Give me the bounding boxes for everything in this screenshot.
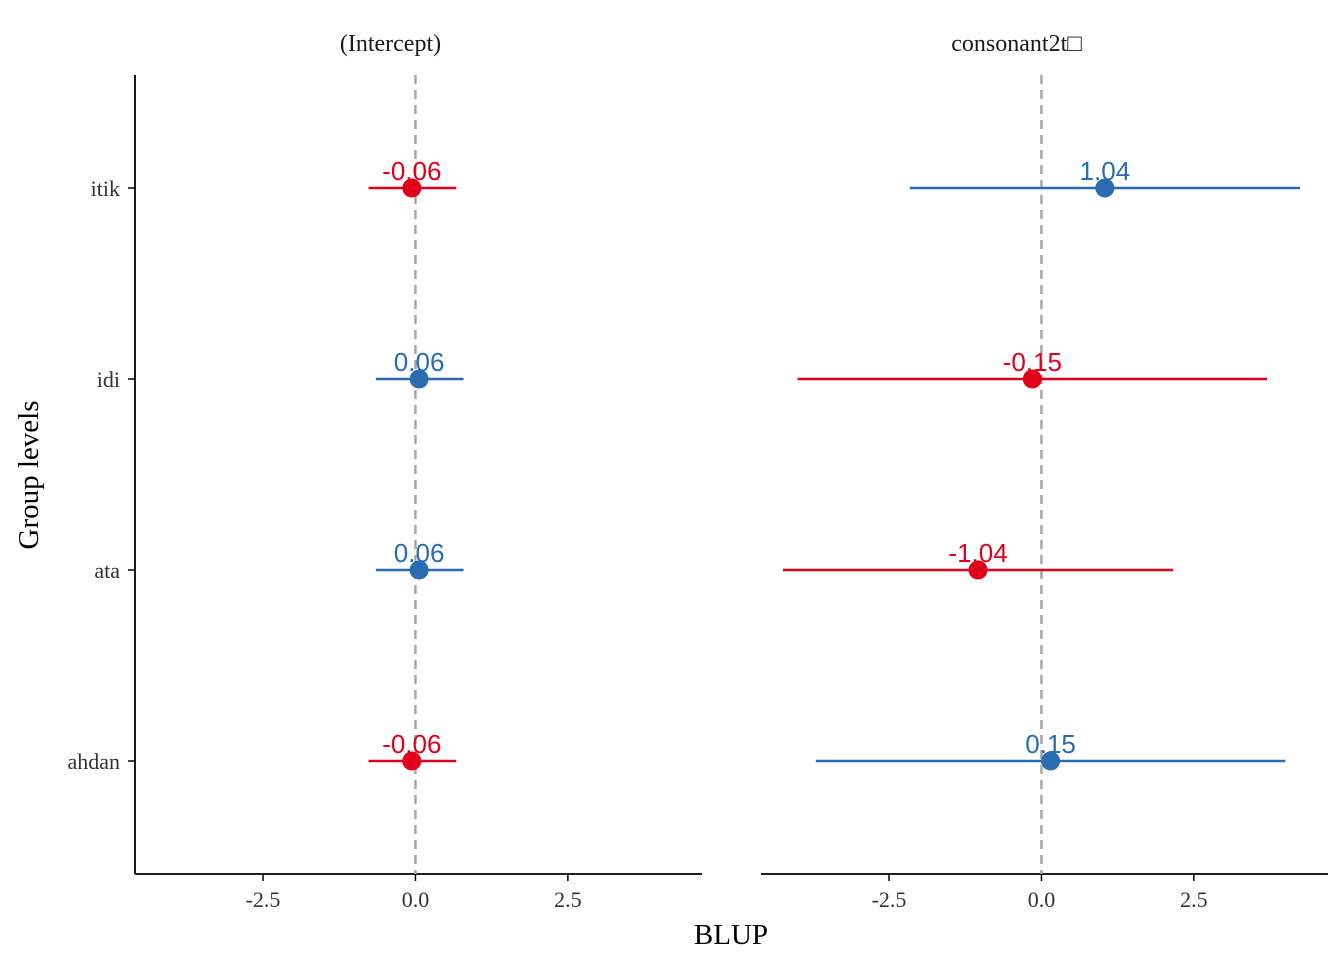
data-label: -0.06 xyxy=(382,729,441,759)
x-axis-title: BLUP xyxy=(694,919,768,951)
data-label: -0.15 xyxy=(1003,347,1062,377)
data-point xyxy=(402,178,422,198)
data-label: 0.06 xyxy=(394,538,445,568)
panel-1: (Intercept) -2.5 0.0 2.5 -0.06 0.06 0.06 -0.06 xyxy=(135,31,702,912)
data-point xyxy=(968,560,988,580)
y-tick-label: itik xyxy=(91,176,120,201)
data-label: 0.15 xyxy=(1025,729,1076,759)
data-point xyxy=(402,751,422,771)
data-label: 0.06 xyxy=(394,347,445,377)
x-tick-label: -2.5 xyxy=(872,887,907,912)
y-tick-label: ahdan xyxy=(67,749,120,774)
x-tick-label: 0.0 xyxy=(402,887,430,912)
x-tick-label: 0.0 xyxy=(1028,887,1056,912)
y-tick-label: idi xyxy=(97,367,120,392)
panel-title: (Intercept) xyxy=(340,31,441,57)
panels: itik idi ata ahdan (Intercept) -2.5 0.0 2.5 -0.0… xyxy=(67,31,1328,912)
data-point xyxy=(1022,369,1042,389)
x-tick-label: 2.5 xyxy=(554,887,582,912)
panel-title: consonant2t□ xyxy=(951,31,1082,57)
data-point xyxy=(1041,751,1061,771)
x-tick-label: -2.5 xyxy=(246,887,281,912)
data-point xyxy=(409,560,429,580)
data-point xyxy=(409,369,429,389)
data-label: -1.04 xyxy=(948,538,1007,568)
data-label: -0.06 xyxy=(382,156,441,186)
data-label: 1.04 xyxy=(1080,156,1131,186)
panel-2: consonant2t□ -2.5 0.0 2.5 1.04 -0.15 -1.04 0.15 xyxy=(761,31,1328,912)
data-point xyxy=(1095,178,1115,198)
y-axis-title: Group levels xyxy=(13,401,45,550)
x-tick-label: 2.5 xyxy=(1180,887,1208,912)
y-tick-label: ata xyxy=(94,558,120,583)
